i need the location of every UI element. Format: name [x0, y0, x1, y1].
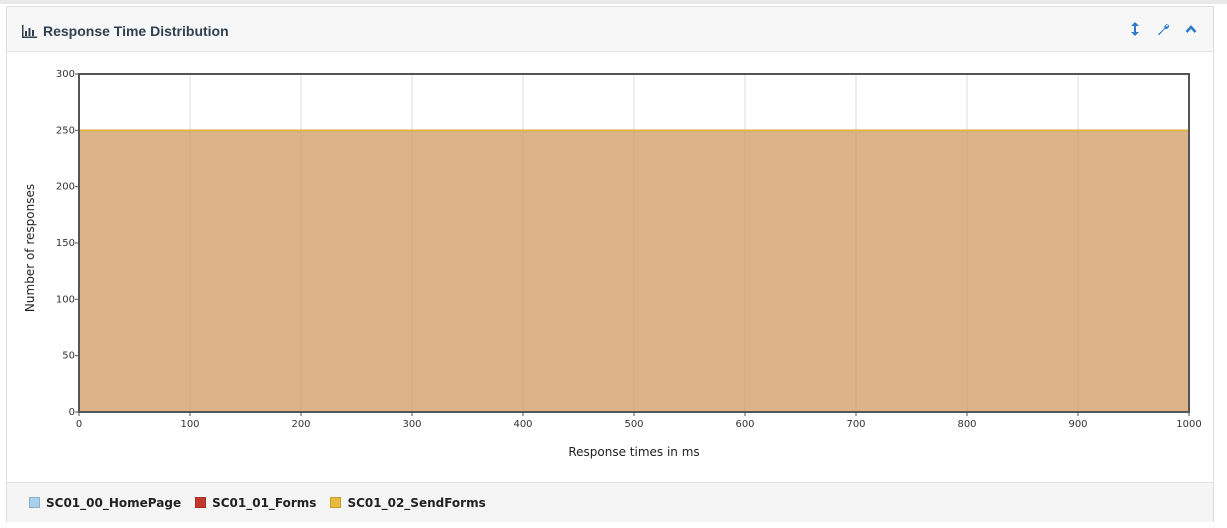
- panel-tools: [1127, 21, 1199, 37]
- legend-swatch: [195, 497, 207, 508]
- legend-item[interactable]: SC01_00_HomePage: [29, 496, 181, 510]
- x-tick-label: 100: [180, 419, 199, 430]
- panel-title-group: Response Time Distribution: [22, 21, 229, 41]
- legend-label: SC01_02_SendForms: [347, 495, 486, 510]
- x-tick-label: 600: [735, 419, 754, 430]
- panel-title: Response Time Distribution: [43, 23, 229, 39]
- area-SC01_02_SendForms: [79, 130, 1189, 412]
- y-tick-label: 150: [56, 238, 75, 249]
- x-tick-label: 400: [513, 419, 532, 430]
- area-SC01_01_Forms: [79, 130, 1189, 412]
- x-axis-label: Response times in ms: [568, 445, 699, 459]
- x-tick-label: 1000: [1176, 419, 1201, 430]
- legend-label: SC01_00_HomePage: [46, 495, 182, 510]
- legend-item[interactable]: SC01_02_SendForms: [330, 495, 486, 510]
- panel-header: Response Time Distribution: [7, 7, 1213, 52]
- legend-swatch: [330, 497, 342, 508]
- resize-vertical-icon[interactable]: [1127, 21, 1143, 37]
- y-tick-label: 250: [56, 125, 75, 136]
- x-tick-label: 800: [957, 419, 976, 430]
- y-tick-label: 300: [56, 69, 75, 80]
- x-tick-label: 500: [624, 419, 643, 430]
- y-tick-label: 100: [56, 294, 75, 305]
- bar-chart-icon: [22, 24, 37, 38]
- response-time-chart: 0 50 100 150 200 250 300 0 100 200 300 400 500 600 700…: [23, 69, 1202, 459]
- x-tick-label: 200: [291, 419, 310, 430]
- legend-swatch: [29, 497, 40, 508]
- area-SC01_00_HomePage: [79, 130, 1189, 412]
- y-axis-label: Number of responses: [23, 184, 37, 312]
- legend-item[interactable]: SC01_01_Forms: [195, 496, 316, 510]
- x-tick-label: 300: [402, 419, 421, 430]
- legend-label: SC01_01_Forms: [212, 495, 317, 510]
- chart-area: 0 50 100 150 200 250 300 0 100 200 300 400 500 600 700…: [7, 52, 1213, 481]
- y-tick-label: 0: [69, 407, 75, 418]
- top-border: [0, 0, 1227, 4]
- response-time-distribution-panel: Response Time Distribution 0 50 100 150 200 2…: [6, 6, 1214, 522]
- chevron-up-icon[interactable]: [1183, 21, 1199, 37]
- x-tick-label: 900: [1068, 419, 1087, 430]
- wrench-icon[interactable]: [1155, 21, 1171, 37]
- x-tick-label: 0: [76, 419, 82, 430]
- y-tick-label: 200: [56, 182, 75, 193]
- chart-legend: SC01_00_HomePage SC01_01_Forms SC01_02_Sen…: [7, 482, 1213, 522]
- y-tick-label: 50: [62, 351, 75, 362]
- x-tick-label: 700: [846, 419, 865, 430]
